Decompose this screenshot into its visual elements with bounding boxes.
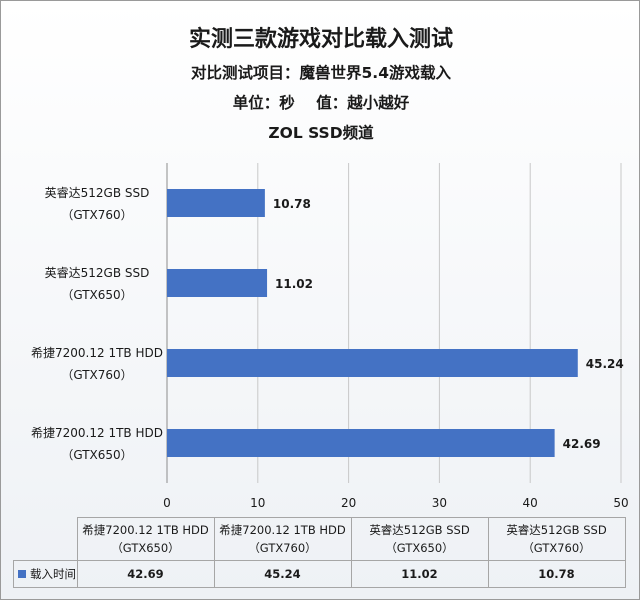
legend-swatch bbox=[18, 570, 26, 578]
chart-subtitle-source: ZOL SSD频道 bbox=[268, 124, 374, 142]
data-table-corner bbox=[13, 517, 78, 561]
category-sublabel: （GTX760） bbox=[61, 208, 132, 222]
data-label: 10.78 bbox=[273, 197, 311, 211]
data-table-header: 希捷7200.12 1TB HDD （GTX760） bbox=[213, 517, 352, 561]
data-table-value: 42.69 bbox=[76, 559, 215, 588]
category-label: 英睿达512GB SSD bbox=[45, 185, 150, 200]
data-table: 希捷7200.12 1TB HDD （GTX650） 希捷7200.12 1TB… bbox=[13, 517, 626, 588]
data-table-value: 10.78 bbox=[487, 559, 626, 588]
data-table-header-gpu: （GTX760） bbox=[248, 540, 317, 555]
category-label: 希捷7200.12 1TB HDD bbox=[31, 345, 163, 360]
data-table-header-name: 希捷7200.12 1TB HDD bbox=[219, 522, 346, 537]
category-sublabel: （GTX650） bbox=[61, 448, 132, 462]
category-label: 英睿达512GB SSD bbox=[45, 265, 150, 280]
data-table-header-gpu: （GTX760） bbox=[522, 540, 591, 555]
chart-subtitle-test-item: 对比测试项目：魔兽世界5.4游戏载入 bbox=[191, 64, 451, 82]
chart-title: 实测三款游戏对比载入测试 bbox=[188, 27, 453, 52]
data-table-header-name: 英睿达512GB SSD bbox=[369, 522, 470, 537]
data-table-value: 11.02 bbox=[350, 559, 489, 588]
chart-subtitle-unit: 单位：秒 值：越小越好 bbox=[232, 94, 410, 112]
data-label: 45.24 bbox=[586, 357, 624, 371]
bar bbox=[167, 269, 268, 297]
x-tick-label: 30 bbox=[432, 496, 447, 510]
data-table-header-row: 希捷7200.12 1TB HDD （GTX650） 希捷7200.12 1TB… bbox=[13, 517, 626, 561]
data-table-header: 希捷7200.12 1TB HDD （GTX650） bbox=[76, 517, 215, 561]
category-sublabel: （GTX650） bbox=[61, 288, 132, 302]
data-table-header-gpu: （GTX650） bbox=[385, 540, 454, 555]
data-table-header-name: 英睿达512GB SSD bbox=[506, 522, 607, 537]
data-table-value-row: 载入时间 42.69 45.24 11.02 10.78 bbox=[13, 559, 626, 588]
bar bbox=[167, 189, 265, 217]
x-tick-label: 0 bbox=[163, 496, 171, 510]
data-label: 11.02 bbox=[275, 277, 313, 291]
x-tick-label: 40 bbox=[523, 496, 538, 510]
legend-entry: 载入时间 bbox=[13, 559, 78, 588]
category-sublabel: （GTX760） bbox=[61, 368, 132, 382]
data-table-header-name: 希捷7200.12 1TB HDD bbox=[82, 522, 209, 537]
bar bbox=[167, 429, 555, 457]
data-label: 42.69 bbox=[563, 437, 601, 451]
category-label: 希捷7200.12 1TB HDD bbox=[31, 425, 163, 440]
x-tick-label: 50 bbox=[613, 496, 628, 510]
x-tick-label: 10 bbox=[250, 496, 265, 510]
legend-label: 载入时间 bbox=[30, 566, 76, 581]
data-table-header: 英睿达512GB SSD （GTX650） bbox=[350, 517, 489, 561]
data-table-header-gpu: （GTX650） bbox=[111, 540, 180, 555]
data-table-value: 45.24 bbox=[213, 559, 352, 588]
data-table-header: 英睿达512GB SSD （GTX760） bbox=[487, 517, 626, 561]
bar bbox=[167, 349, 578, 377]
x-tick-label: 20 bbox=[341, 496, 356, 510]
